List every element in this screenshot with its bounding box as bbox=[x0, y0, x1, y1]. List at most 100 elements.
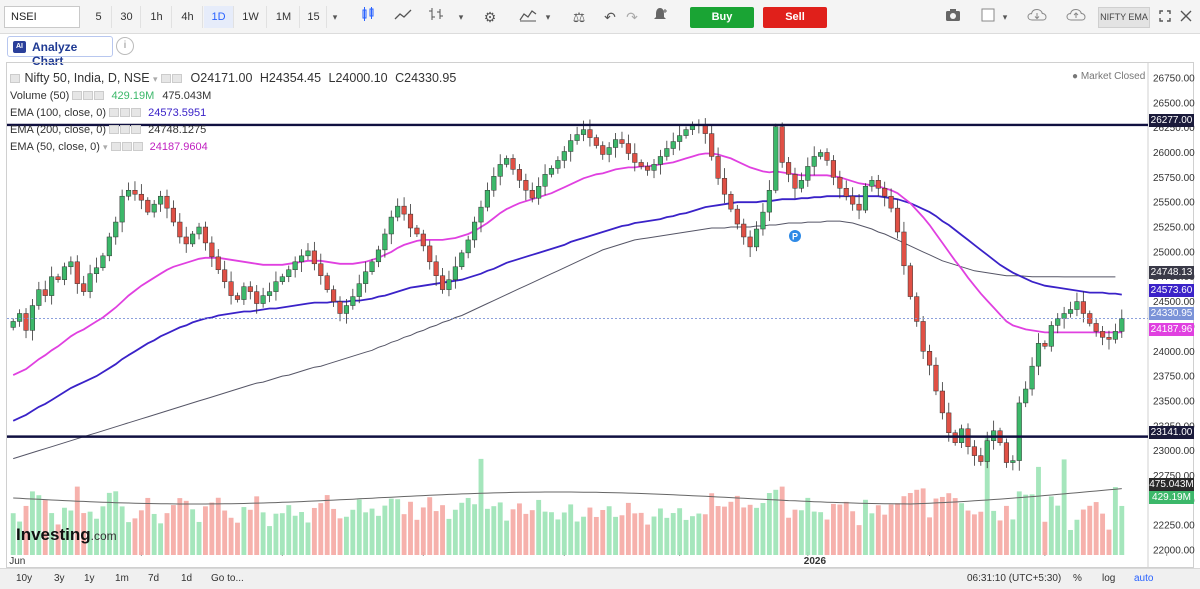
candle-body bbox=[516, 169, 522, 181]
cloud-download-icon[interactable] bbox=[1023, 6, 1051, 28]
range-3y[interactable]: 3y bbox=[54, 573, 65, 584]
volume-bar bbox=[920, 488, 926, 555]
volume-bar bbox=[433, 511, 439, 555]
y-tick-label: 25250.00 bbox=[1153, 223, 1195, 234]
legend-close-icon[interactable] bbox=[131, 108, 142, 117]
candle-body bbox=[971, 446, 977, 456]
layout-icon[interactable] bbox=[976, 6, 1000, 28]
volume-bar bbox=[587, 507, 593, 555]
y-tick-label: 22250.00 bbox=[1153, 521, 1195, 532]
volume-bar bbox=[17, 521, 23, 555]
candles-icon[interactable] bbox=[355, 6, 381, 28]
chevron-down-icon[interactable]: ▾ bbox=[102, 142, 108, 152]
candle-body bbox=[721, 178, 728, 195]
volume-bar bbox=[420, 507, 426, 555]
candle-body bbox=[1035, 343, 1042, 367]
cloud-upload-icon[interactable] bbox=[1062, 6, 1090, 28]
auto-toggle[interactable]: auto bbox=[1134, 573, 1154, 584]
range-1y[interactable]: 1y bbox=[84, 573, 95, 584]
volume-bar bbox=[228, 517, 234, 555]
undo-icon[interactable]: ↶ bbox=[604, 9, 616, 25]
candle-body bbox=[523, 180, 529, 191]
expand-icon[interactable] bbox=[1177, 6, 1195, 28]
chevron-down-icon[interactable]: ▾ bbox=[332, 12, 338, 22]
logo-suffix: .com bbox=[90, 529, 117, 543]
range-7d[interactable]: 7d bbox=[148, 573, 160, 584]
legend-settings-icon[interactable] bbox=[109, 108, 120, 117]
info-icon[interactable]: i bbox=[116, 37, 134, 55]
analyze-chart-label: Analyze Chart bbox=[32, 40, 78, 68]
compare-scale-icon[interactable]: ⚖ bbox=[572, 9, 586, 25]
camera-icon[interactable] bbox=[940, 6, 966, 28]
redo-icon[interactable]: ↷ bbox=[626, 9, 638, 25]
legend-hide-icon[interactable] bbox=[83, 91, 94, 100]
candle-body bbox=[491, 176, 497, 191]
chevron-down-icon[interactable]: ▾ bbox=[153, 74, 158, 84]
interval-1m[interactable]: 1M bbox=[268, 6, 300, 28]
y-tick-label: 26250.00 bbox=[1153, 123, 1195, 134]
volume-bar bbox=[55, 524, 61, 555]
ai-badge: AI bbox=[13, 41, 26, 53]
range-1m[interactable]: 1m bbox=[115, 573, 129, 584]
legend-settings-icon[interactable] bbox=[72, 91, 83, 100]
candle-body bbox=[465, 239, 471, 254]
ema50-line bbox=[12, 152, 1122, 376]
line-chart-icon[interactable] bbox=[390, 6, 416, 28]
x-tick-label: Jun bbox=[9, 556, 25, 567]
ema100-price-tag: 24573.60 bbox=[1149, 284, 1194, 297]
legend-hide-icon[interactable] bbox=[172, 74, 183, 83]
legend-settings-icon[interactable] bbox=[109, 125, 120, 134]
legend-settings-icon[interactable] bbox=[161, 74, 172, 83]
volume-bar bbox=[1023, 494, 1029, 555]
log-toggle[interactable]: log bbox=[1102, 573, 1116, 584]
buy-button[interactable]: Buy bbox=[690, 7, 754, 28]
legend-hide-icon[interactable] bbox=[120, 125, 131, 134]
legend-close-icon[interactable] bbox=[94, 91, 105, 100]
volume-bar bbox=[49, 513, 55, 555]
symbol-input[interactable]: NSEI bbox=[4, 6, 80, 28]
interval-30[interactable]: 30 bbox=[113, 6, 141, 28]
collapse-legend-icon[interactable] bbox=[10, 74, 20, 83]
candle-body bbox=[497, 164, 503, 177]
bars-icon[interactable] bbox=[423, 6, 449, 28]
analyze-chart-button[interactable]: AI Analyze Chart bbox=[7, 36, 113, 68]
candle-body bbox=[1067, 309, 1074, 314]
sell-button[interactable]: Sell bbox=[763, 7, 827, 28]
fullscreen-icon[interactable] bbox=[1156, 6, 1174, 28]
legend-hide-icon[interactable] bbox=[121, 142, 132, 151]
chevron-down-icon[interactable]: ▾ bbox=[458, 12, 464, 22]
range-10y[interactable]: 10y bbox=[16, 573, 33, 584]
event-marker-p bbox=[788, 229, 801, 242]
saved-template-name[interactable]: NIFTY EMA bbox=[1098, 7, 1150, 28]
candle-body bbox=[869, 180, 875, 187]
volume-bar bbox=[997, 520, 1003, 555]
legend-settings-icon[interactable] bbox=[110, 142, 121, 151]
legend-close-icon[interactable] bbox=[131, 125, 142, 134]
range-1d[interactable]: 1d bbox=[181, 573, 193, 584]
legend-hide-icon[interactable] bbox=[120, 108, 131, 117]
volume-bar bbox=[145, 497, 151, 555]
percent-toggle[interactable]: % bbox=[1073, 573, 1082, 584]
candle-body bbox=[190, 233, 196, 245]
interval-5[interactable]: 5 bbox=[86, 6, 112, 28]
interval-1d[interactable]: 1D bbox=[204, 6, 234, 28]
legend-close-icon[interactable] bbox=[132, 142, 143, 151]
interval-1w[interactable]: 1W bbox=[235, 6, 267, 28]
chevron-down-icon[interactable]: ▾ bbox=[545, 12, 551, 22]
indicators-icon[interactable] bbox=[515, 6, 541, 28]
interval-1h[interactable]: 1h bbox=[142, 6, 172, 28]
alert-bell-icon[interactable] bbox=[648, 6, 672, 28]
goto-button[interactable]: Go to... bbox=[211, 573, 244, 584]
chevron-down-icon[interactable]: ▾ bbox=[1002, 12, 1008, 22]
candle-body bbox=[81, 283, 87, 292]
interval-4h[interactable]: 4h bbox=[173, 6, 203, 28]
volume-bar bbox=[42, 500, 48, 555]
logo-brand: Investing bbox=[16, 525, 91, 544]
candle-body bbox=[132, 189, 138, 195]
interval-15[interactable]: 15 bbox=[301, 6, 327, 28]
gear-icon[interactable]: ⚙ bbox=[483, 9, 497, 25]
candle-body bbox=[670, 141, 676, 149]
volume-bar bbox=[465, 497, 471, 555]
candle-body bbox=[709, 133, 715, 157]
